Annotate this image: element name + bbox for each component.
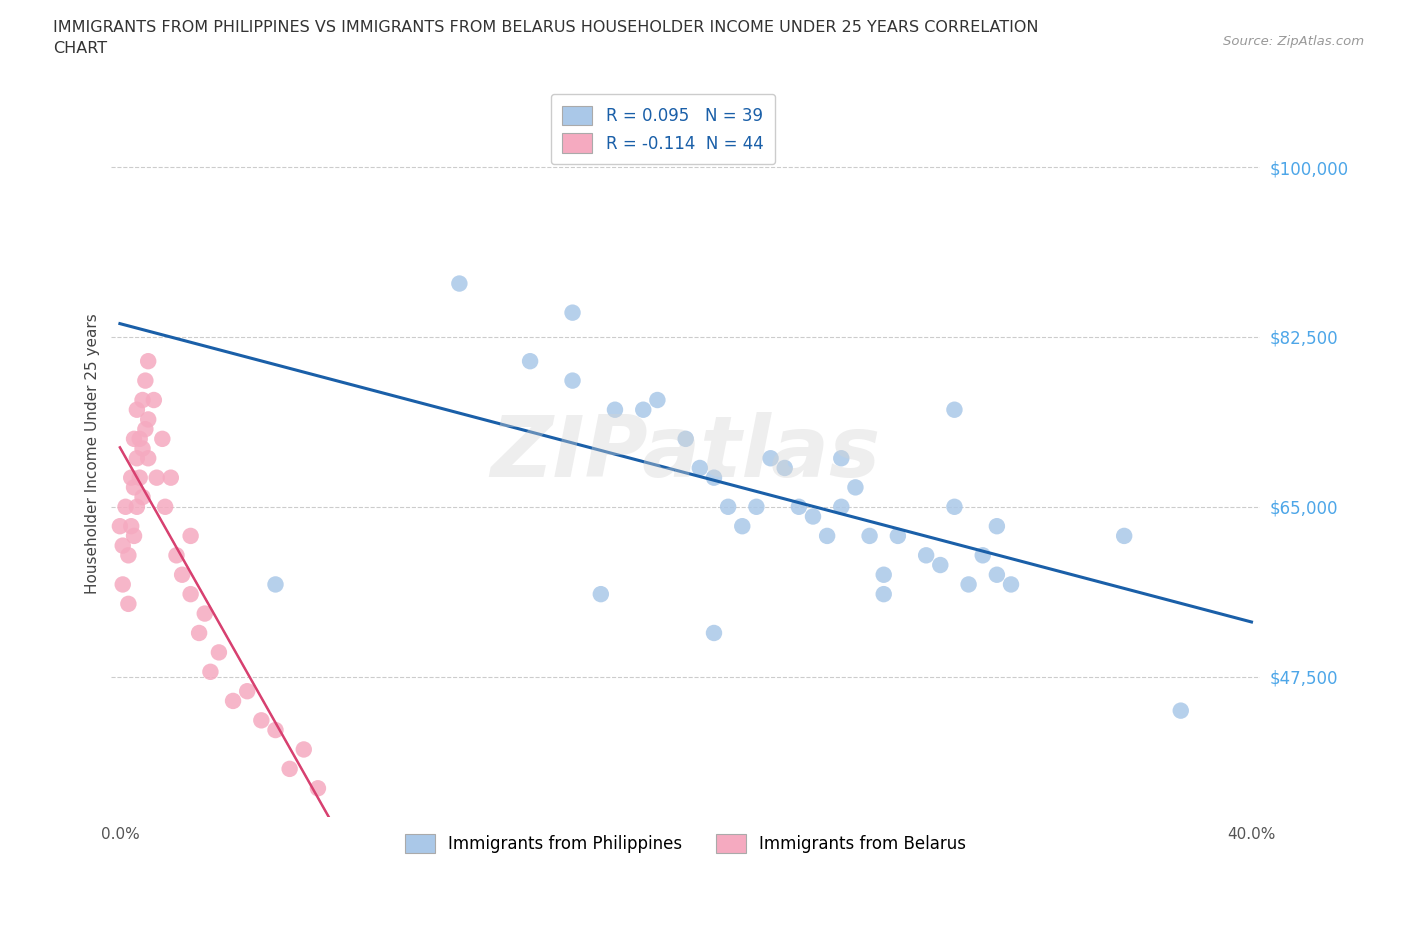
Point <box>134 421 156 436</box>
Point <box>717 499 740 514</box>
Point <box>943 499 966 514</box>
Point <box>561 305 583 320</box>
Point <box>830 451 852 466</box>
Point <box>159 471 181 485</box>
Point <box>731 519 754 534</box>
Point <box>172 567 194 582</box>
Point <box>111 538 134 553</box>
Point <box>647 392 669 407</box>
Point <box>589 587 612 602</box>
Point <box>111 577 134 591</box>
Point <box>128 432 150 446</box>
Point <box>873 587 896 602</box>
Point <box>1170 703 1192 718</box>
Point <box>125 499 148 514</box>
Point <box>166 548 188 563</box>
Point <box>873 567 896 582</box>
Point <box>929 558 952 573</box>
Point <box>136 353 159 368</box>
Point <box>815 528 838 543</box>
Point <box>844 480 866 495</box>
Point <box>1000 577 1022 591</box>
Point <box>633 403 655 418</box>
Text: Source: ZipAtlas.com: Source: ZipAtlas.com <box>1223 35 1364 48</box>
Point <box>180 528 202 543</box>
Point <box>703 626 725 641</box>
Point <box>250 713 273 728</box>
Point <box>114 499 136 514</box>
Point <box>986 567 1008 582</box>
Point <box>307 781 329 796</box>
Point <box>150 432 173 446</box>
Text: CHART: CHART <box>53 41 107 56</box>
Point <box>125 403 148 418</box>
Text: ZIPatlas: ZIPatlas <box>491 412 880 495</box>
Point <box>136 412 159 427</box>
Point <box>131 392 153 407</box>
Point <box>830 499 852 514</box>
Point <box>801 509 824 524</box>
Point <box>449 276 471 291</box>
Point <box>986 519 1008 534</box>
Point <box>122 528 145 543</box>
Point <box>519 353 541 368</box>
Point <box>787 499 810 514</box>
Point <box>120 519 142 534</box>
Point <box>264 577 287 591</box>
Point <box>125 451 148 466</box>
Point <box>278 762 301 777</box>
Point <box>108 519 131 534</box>
Point <box>759 451 782 466</box>
Point <box>136 451 159 466</box>
Point <box>675 432 697 446</box>
Point <box>117 596 139 611</box>
Point <box>264 723 287 737</box>
Point <box>188 626 211 641</box>
Point <box>122 480 145 495</box>
Point <box>943 403 966 418</box>
Point <box>120 471 142 485</box>
Point <box>292 742 315 757</box>
Point <box>689 460 711 475</box>
Text: IMMIGRANTS FROM PHILIPPINES VS IMMIGRANTS FROM BELARUS HOUSEHOLDER INCOME UNDER : IMMIGRANTS FROM PHILIPPINES VS IMMIGRANT… <box>53 20 1039 35</box>
Point <box>131 489 153 504</box>
Point <box>957 577 980 591</box>
Point <box>208 644 231 659</box>
Point <box>194 606 217 621</box>
Point <box>561 373 583 388</box>
Point <box>131 441 153 456</box>
Point <box>128 471 150 485</box>
Point <box>236 684 259 698</box>
Point <box>603 403 626 418</box>
Point <box>1114 528 1136 543</box>
Point <box>142 392 165 407</box>
Point <box>122 432 145 446</box>
Point <box>180 587 202 602</box>
Point <box>703 471 725 485</box>
Point <box>117 548 139 563</box>
Point <box>200 664 222 679</box>
Point <box>915 548 938 563</box>
Point <box>145 471 167 485</box>
Point <box>222 694 245 709</box>
Point <box>745 499 768 514</box>
Point <box>972 548 994 563</box>
Point <box>887 528 910 543</box>
Y-axis label: Householder Income Under 25 years: Householder Income Under 25 years <box>86 313 100 593</box>
Point <box>134 373 156 388</box>
Point <box>153 499 176 514</box>
Legend: Immigrants from Philippines, Immigrants from Belarus: Immigrants from Philippines, Immigrants … <box>398 828 973 860</box>
Point <box>773 460 796 475</box>
Point <box>858 528 880 543</box>
